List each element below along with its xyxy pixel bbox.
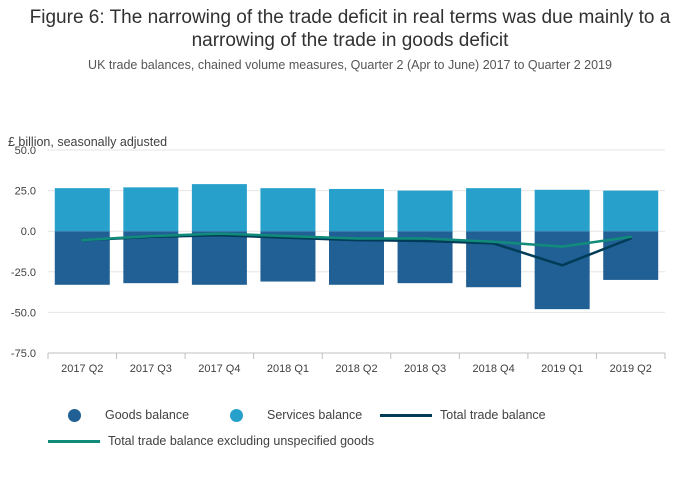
- y-tick-label: -25.0: [11, 267, 36, 279]
- y-tick-label: 50.0: [15, 145, 36, 157]
- services-bar: [466, 188, 522, 232]
- goods-bar: [191, 231, 247, 285]
- y-tick-label: 0.0: [21, 226, 36, 238]
- y-axis-title: £ billion, seasonally adjusted: [8, 135, 167, 149]
- services-bar: [397, 190, 453, 232]
- services-bar: [54, 188, 110, 232]
- y-tick-label: -50.0: [11, 307, 36, 319]
- x-tick-label: 2018 Q3: [404, 363, 446, 375]
- services-bar: [534, 189, 590, 232]
- services-bar: [260, 188, 316, 232]
- x-tick-label: 2017 Q2: [61, 363, 103, 375]
- x-tick-label: 2017 Q4: [198, 363, 240, 375]
- y-tick-label: 25.0: [15, 186, 36, 198]
- services-bar: [329, 188, 384, 232]
- x-tick-label: 2018 Q2: [335, 363, 377, 375]
- x-tick-label: 2019 Q2: [610, 363, 652, 375]
- chart-title: Figure 6: The narrowing of the trade def…: [29, 7, 671, 51]
- chart-subtitle: UK trade balances, chained volume measur…: [88, 58, 612, 72]
- x-tick-label: 2019 Q1: [541, 363, 583, 375]
- x-tick-label: 2017 Q3: [130, 363, 172, 375]
- services-bar: [603, 190, 659, 232]
- x-tick-label: 2018 Q1: [267, 363, 309, 375]
- y-tick-label: -75.0: [11, 348, 36, 360]
- goods-bar: [123, 231, 179, 284]
- total-excl-unspecified-line: [81, 232, 632, 248]
- services-bar: [123, 187, 179, 232]
- x-tick-label: 2018 Q4: [473, 363, 515, 375]
- services-bar: [191, 184, 247, 232]
